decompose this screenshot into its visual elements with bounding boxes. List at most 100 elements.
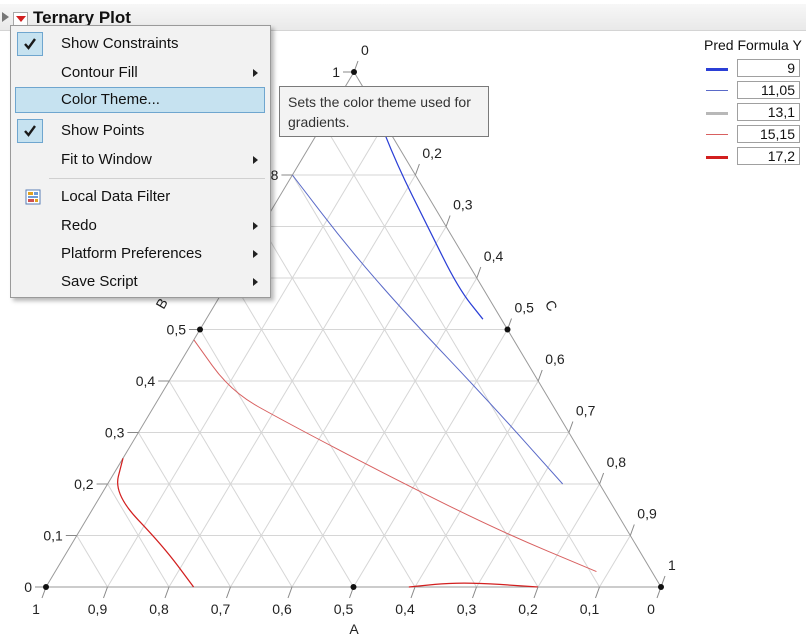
menu-item-contour-fill[interactable]: Contour Fill [15,60,265,86]
data-point [43,584,49,590]
tick-label-b: 0,1 [43,528,63,544]
tick-label-b: 1 [332,64,340,80]
check-icon [17,32,43,56]
grid-line-a [199,329,354,588]
tick-label-a: 1 [32,601,40,617]
grid-line-c [353,329,508,588]
menu-item-show-points[interactable]: Show Points [15,118,265,144]
grid-line-c [599,535,631,588]
tick-label-a: 0,5 [334,601,354,617]
disclosure-icon[interactable] [2,12,10,22]
legend-swatch [706,68,728,71]
legend-item: 17,2 [706,147,806,167]
menu-item-color-theme[interactable]: Color Theme... [15,87,265,113]
tick-label-c: 0,5 [515,300,535,316]
tick-label-a: 0,9 [88,601,108,617]
tick-mark-a [226,586,231,599]
data-point [197,326,203,333]
tick-label-c: 0,9 [637,506,657,522]
grid-lines [76,123,631,588]
submenu-arrow-icon [253,156,258,164]
tick-label-c: 0 [361,42,369,58]
context-menu: Show Constraints Contour Fill Color Theme.… [10,25,271,298]
data-filter-icon [25,189,41,210]
tick-label-b: 0,4 [136,373,156,389]
legend-value[interactable]: 17,2 [737,147,800,165]
grid-line-c [414,380,539,588]
tick-mark-c [476,266,482,279]
legend-swatch [706,90,728,92]
menu-item-label: Fit to Window [61,151,152,168]
legend-item: 11,05 [706,81,806,101]
tick-mark-a [287,586,293,599]
tick-label-b: 0,3 [105,425,125,441]
tick-label-c: 1 [668,557,676,573]
tick-mark-a [472,586,477,599]
menu-item-redo[interactable]: Redo [15,213,265,239]
menu-item-platform-preferences[interactable]: Platform Preferences [15,241,265,267]
menu-item-label: Contour Fill [61,64,138,81]
data-point [658,584,664,590]
tick-mark-c [537,369,543,382]
menu-item-fit-to-window[interactable]: Fit to Window [15,147,265,173]
axis-labels: AB C [152,295,560,637]
legend-item: 9 [706,59,806,79]
tick-label-b: 0,5 [167,322,187,338]
legend-value[interactable]: 9 [737,59,800,77]
legend: Pred Formula Y 9 11,05 13,1 15,15 17,2 [700,37,806,165]
axis-label-a: A [349,621,359,637]
submenu-arrow-icon [253,250,258,258]
menu-item-local-data-filter[interactable]: Local Data Filter [15,184,265,210]
menu-item-label: Show Constraints [61,35,179,52]
legend-swatch [706,156,728,159]
tick-label-c: 0,6 [545,351,565,367]
grid-line-a [261,226,477,588]
tick-label-a: 0,1 [580,601,600,617]
data-points [43,69,664,590]
page-title: Ternary Plot [33,8,131,27]
legend-title: Pred Formula Y [704,37,802,53]
menu-item-label: Save Script [61,273,138,290]
tick-mark-c [629,524,635,536]
grid-line-c [230,226,447,588]
tick-label-a: 0 [647,601,655,617]
tick-mark-c [599,472,605,485]
data-point [350,584,357,590]
menu-item-save-script[interactable]: Save Script [15,269,265,295]
grid-line-a [107,483,170,588]
tick-mark-c [568,421,574,433]
contour-line [117,458,195,588]
tick-label-c: 0,8 [607,454,627,470]
grid-line-a [137,432,231,588]
tick-mark-a [533,586,539,599]
legend-value[interactable]: 15,15 [737,125,800,143]
submenu-arrow-icon [253,222,258,230]
legend-swatch [706,112,728,115]
check-icon [17,119,43,143]
menu-item-label: Local Data Filter [61,188,171,205]
tick-label-a: 0,4 [395,601,415,617]
tick-label-b: 0,2 [74,476,94,492]
tick-mark-c [414,163,420,176]
legend-value[interactable]: 13,1 [737,103,800,121]
legend-value[interactable]: 11,05 [737,81,800,99]
grid-line-c [107,123,386,588]
menu-item-label: Redo [61,217,97,234]
submenu-arrow-icon [253,278,258,286]
grid-line-a [322,123,600,588]
tick-mark-a [164,586,170,599]
menu-separator [49,178,265,179]
tick-label-c: 0,4 [484,248,504,264]
submenu-arrow-icon [253,69,258,77]
legend-item: 15,15 [706,125,806,145]
grid-line-a [168,380,293,588]
data-point [351,69,357,75]
menu-item-label: Platform Preferences [61,245,202,262]
axis-label-c: C [542,297,561,314]
tick-label-a: 0,6 [272,601,292,617]
menu-item-show-constraints[interactable]: Show Constraints [15,31,265,57]
legend-swatch [706,134,728,136]
tick-mark-a [410,586,416,599]
tick-mark-a [103,586,108,599]
